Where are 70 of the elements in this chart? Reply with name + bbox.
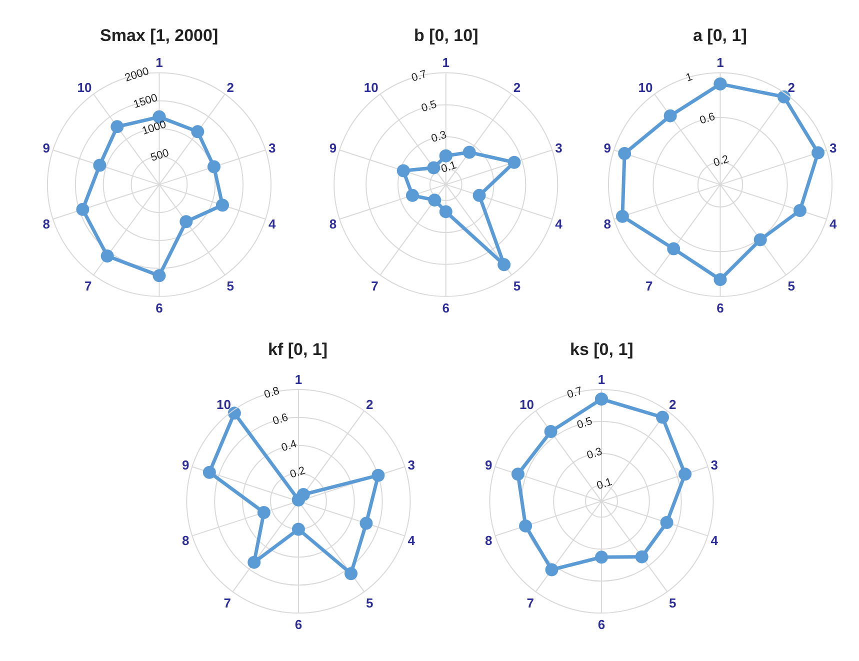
spoke-label: 6 [156, 300, 163, 316]
spoke-label: 3 [555, 140, 562, 156]
spoke-label: 8 [182, 533, 190, 548]
spoke-label: 4 [710, 533, 719, 548]
spoke-label: 9 [329, 140, 337, 156]
spoke-label: 1 [684, 71, 694, 84]
spoke-label: 5 [226, 278, 234, 294]
spoke-label: 10 [364, 80, 378, 96]
spoke-label: 9 [182, 457, 190, 472]
y-tick-label: 0.2 [712, 153, 730, 170]
spoke-label: 4 [268, 216, 276, 232]
spoke-label: 7 [224, 595, 231, 610]
spoke-label: 2 [226, 80, 234, 96]
y-tick-label: 0.8 [262, 384, 281, 402]
spoke-label: 3 [408, 457, 415, 472]
spoke-label: 2 [669, 396, 676, 412]
y-tick-label: 1500 [132, 92, 160, 111]
y-tick-label: 0.6 [698, 110, 717, 127]
spoke-label: 9 [604, 140, 611, 156]
spoke-label: 2 [366, 396, 374, 412]
spoke-label: 8 [485, 533, 492, 548]
spoke-label: 8 [42, 216, 50, 232]
y-tick-label: 0.7 [410, 68, 428, 84]
chart-title: kf [0, 1] [268, 340, 328, 359]
chart-title: b [0, 10] [414, 26, 478, 45]
y-tick-label: 2000 [123, 65, 150, 84]
spoke-label: 7 [371, 278, 378, 294]
spoke-label: 7 [645, 278, 653, 294]
chart-title: a [0, 1] [693, 26, 747, 45]
y-tick-label: 0.5 [420, 98, 438, 115]
y-tick-label: 0.1 [595, 476, 614, 492]
y-tick-label: 0.3 [430, 128, 448, 146]
spoke-label: 10 [216, 396, 231, 412]
spoke-label: 8 [604, 216, 611, 232]
chart-title: ks [0, 1] [570, 340, 634, 359]
spoke-label: 2 [513, 80, 521, 96]
spoke-label: 4 [555, 216, 564, 232]
spoke-label: 4 [408, 533, 416, 548]
y-tick-label: 500 [149, 147, 171, 164]
y-tick-label: 0.6 [271, 411, 290, 428]
spoke-label: 3 [830, 140, 837, 156]
y-tick-label: 0.3 [585, 446, 604, 462]
spoke-label: 5 [669, 595, 676, 610]
spoke-label: 9 [485, 457, 492, 472]
spoke-label: 5 [788, 278, 796, 294]
spoke-label: 10 [77, 80, 92, 96]
spoke-label: 2 [788, 80, 796, 96]
spoke-label: 4 [830, 216, 838, 232]
spoke-label: 8 [329, 216, 337, 232]
y-tick-label: 0.7 [566, 384, 584, 402]
spoke-label: 7 [84, 278, 92, 294]
spoke-label: 6 [598, 617, 606, 632]
spoke-label: 6 [294, 617, 302, 632]
spoke-label: 9 [42, 140, 50, 156]
y-tick-label: 0.5 [576, 415, 594, 432]
y-tick-label: 0.1 [440, 159, 458, 176]
y-tick-label: 0.4 [280, 438, 298, 454]
y-tick-label: 1 [716, 55, 724, 70]
spoke-label: 7 [526, 595, 534, 610]
chart-title: Smax [1, 2000] [100, 26, 218, 45]
spoke-label: 5 [513, 278, 521, 294]
y-tick-label: 1000 [140, 118, 168, 138]
spoke-label: 3 [268, 140, 276, 156]
spoke-label: 10 [638, 80, 653, 96]
y-tick-label: 0.2 [288, 464, 307, 481]
spoke-label: 6 [442, 300, 450, 316]
spoke-label: 5 [366, 595, 374, 610]
spoke-label: 10 [519, 396, 534, 412]
spoke-label: 6 [716, 300, 724, 316]
spoke-label: 3 [710, 457, 718, 472]
